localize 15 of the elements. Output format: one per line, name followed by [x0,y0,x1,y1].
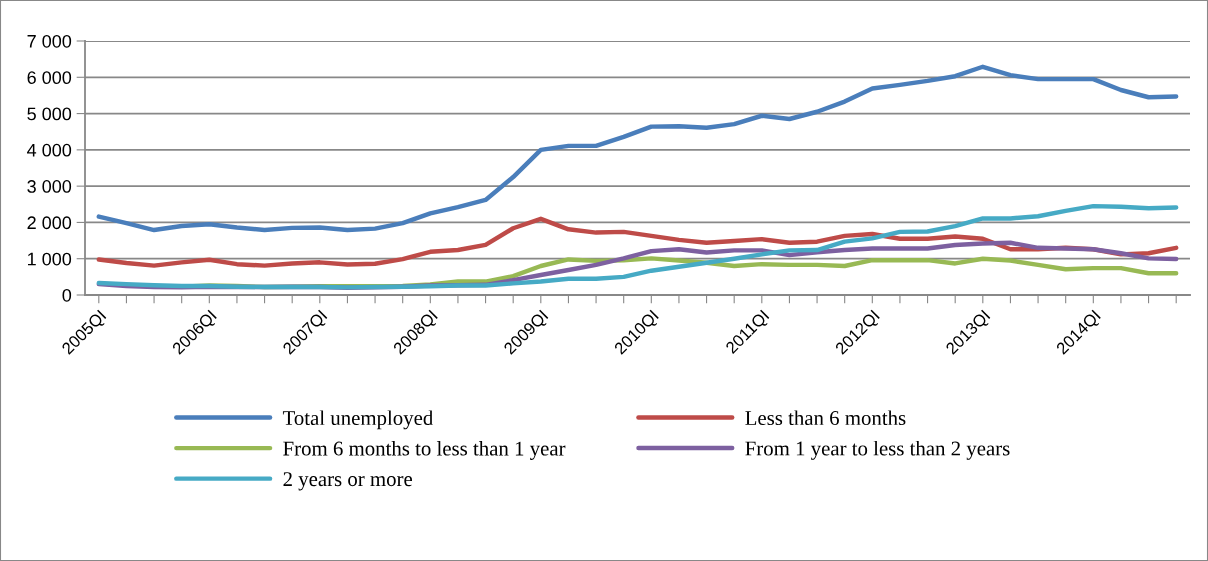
legend-label: From 6 months to less than 1 year [283,440,566,460]
legend-label: 2 years or more [283,472,413,491]
y-tick-label: 1 000 [28,252,72,266]
y-tick-label: 2 000 [27,216,72,230]
legend-label: Total unemployed [282,410,434,430]
y-tick-label: 5 000 [27,107,72,121]
y-tick-label: 6 000 [27,71,72,85]
line-series [96,64,1179,233]
y-tick-label: 3 000 [27,180,72,193]
y-tick-label: 7 000 [27,34,72,48]
y-tick-label: 4 000 [27,143,72,157]
legend-label: From 1 year to less than 2 years [745,440,1010,460]
legend-label: Less than 6 months [745,410,906,426]
y-tick-label: 0 [62,288,72,302]
line-series [96,203,1179,290]
